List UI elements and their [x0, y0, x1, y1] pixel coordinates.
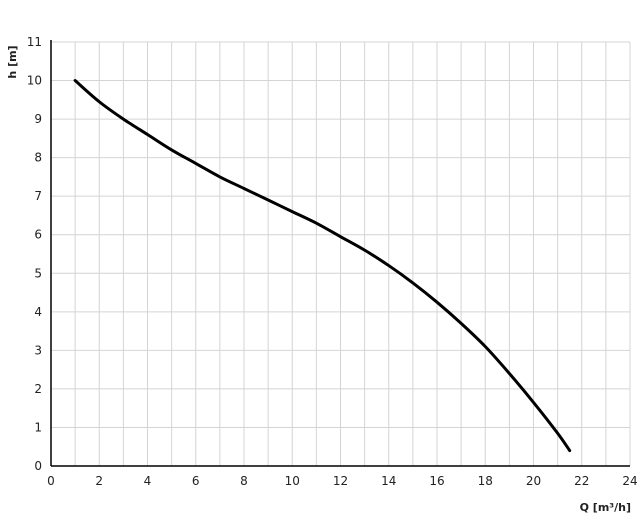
- x-tick-label: 20: [526, 474, 541, 488]
- y-axis-label: h [m]: [6, 45, 19, 78]
- x-tick-label: 8: [240, 474, 248, 488]
- y-tick-label: 5: [34, 266, 42, 280]
- x-tick-label: 14: [381, 474, 396, 488]
- x-tick-label: 0: [47, 474, 55, 488]
- x-tick-label: 4: [144, 474, 152, 488]
- y-tick-label: 8: [34, 151, 42, 165]
- y-tick-label: 4: [34, 305, 42, 319]
- pump-curve-line: [73, 79, 572, 453]
- grid: [51, 41, 631, 466]
- x-tick-label: 2: [95, 474, 103, 488]
- y-tick-label: 1: [34, 420, 42, 434]
- y-tick-label: 3: [34, 343, 42, 357]
- series-group: [73, 79, 572, 453]
- x-tick-label: 10: [285, 474, 300, 488]
- y-tick-label: 10: [27, 74, 42, 88]
- y-tick-label: 11: [27, 35, 42, 49]
- axes: [50, 40, 630, 467]
- x-tick-label: 6: [192, 474, 200, 488]
- y-tick-label: 0: [34, 459, 42, 473]
- x-tick-label: 22: [574, 474, 589, 488]
- y-tick-label: 6: [34, 228, 42, 242]
- x-tick-label: 24: [622, 474, 637, 488]
- y-tick-label: 9: [34, 112, 42, 126]
- x-tick-label: 12: [333, 474, 348, 488]
- x-axis-label: Q [m³/h]: [580, 501, 631, 514]
- x-tick-label: 18: [478, 474, 493, 488]
- y-tick-label: 2: [34, 382, 42, 396]
- y-tick-label: 7: [34, 189, 42, 203]
- x-tick-label: 16: [429, 474, 444, 488]
